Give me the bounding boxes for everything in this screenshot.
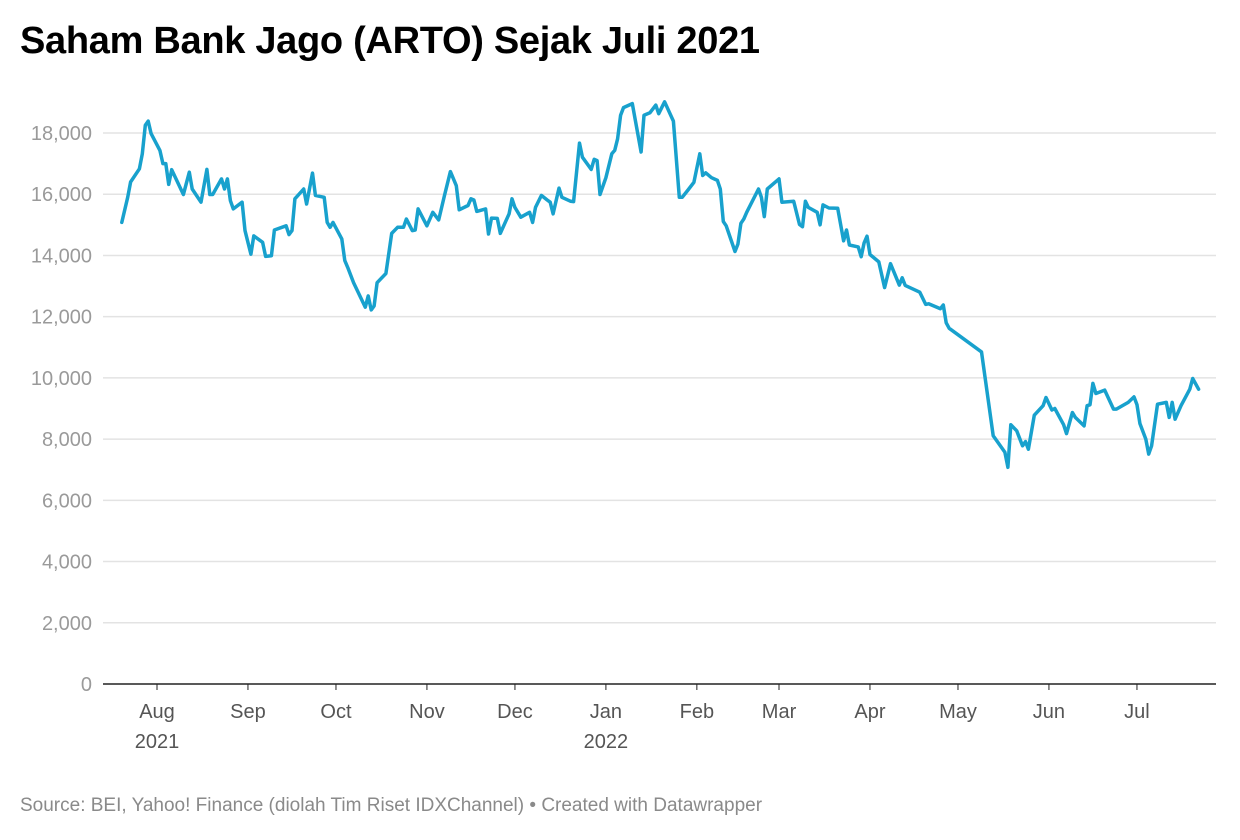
x-tick-label: May bbox=[939, 701, 977, 723]
chart-title: Saham Bank Jago (ARTO) Sejak Juli 2021 bbox=[20, 20, 760, 62]
source-note: Source: BEI, Yahoo! Finance (diolah Tim … bbox=[20, 795, 763, 816]
y-tick-label: 12,000 bbox=[31, 307, 92, 329]
x-tick-label: Aug bbox=[139, 701, 175, 723]
y-axis-labels: 0 2,000 4,000 6,000 8,000 10,000 12,000 14,000 1… bbox=[31, 123, 92, 696]
y-tick-label: 0 bbox=[81, 674, 92, 696]
x-tick-year-label: 2022 bbox=[584, 731, 629, 753]
y-tick-label: 14,000 bbox=[31, 245, 92, 267]
x-tick-label: Dec bbox=[497, 701, 533, 723]
x-tick-label: Mar bbox=[762, 701, 797, 723]
y-tick-label: 6,000 bbox=[42, 490, 92, 512]
x-tick-label: Nov bbox=[409, 701, 445, 723]
y-tick-label: 10,000 bbox=[31, 368, 92, 390]
x-tick-label: Sep bbox=[230, 701, 266, 723]
y-tick-label: 2,000 bbox=[42, 613, 92, 635]
x-tick-label: Feb bbox=[680, 701, 714, 723]
y-tick-label: 18,000 bbox=[31, 123, 92, 145]
y-tick-label: 8,000 bbox=[42, 429, 92, 451]
x-tick-label: Jun bbox=[1033, 701, 1065, 723]
y-tick-label: 16,000 bbox=[31, 184, 92, 206]
x-tick-year-label: 2021 bbox=[135, 731, 180, 753]
y-tick-label: 4,000 bbox=[42, 552, 92, 574]
x-tick-label: Jan bbox=[590, 701, 622, 723]
x-tick-label: Apr bbox=[854, 701, 885, 723]
x-tick-label: Oct bbox=[320, 701, 352, 723]
series-line-arto bbox=[120, 100, 1201, 470]
x-axis-labels: Aug 2021 Sep Oct Nov Dec Jan 2022 Feb Mar Apr May Ju… bbox=[135, 684, 1150, 753]
x-tick-label: Jul bbox=[1124, 701, 1150, 723]
gridlines bbox=[103, 132, 1216, 624]
